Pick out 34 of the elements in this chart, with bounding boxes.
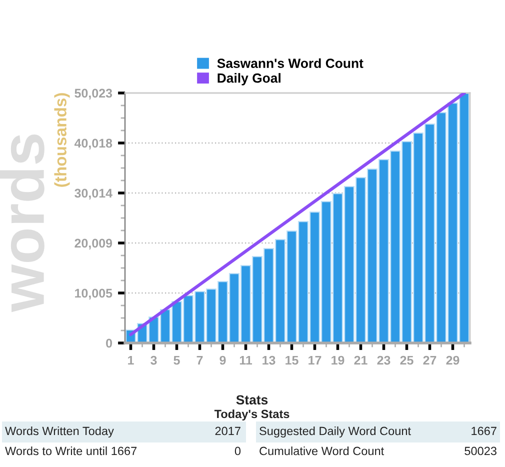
text: Words to Write until 1667 xyxy=(5,446,137,456)
y-tick-label: 0 xyxy=(106,338,112,348)
x-tick-label: 21 xyxy=(354,356,368,365)
x-tick-label: 3 xyxy=(150,356,157,365)
x-tick-label: 25 xyxy=(400,356,414,365)
text: 2017 xyxy=(215,426,240,436)
text: (thousands) xyxy=(54,93,70,187)
x-tick-label: 19 xyxy=(332,356,344,365)
x-tick-label: 1 xyxy=(128,356,134,365)
text: 50023 xyxy=(464,446,496,456)
text: 0 xyxy=(234,446,241,456)
text: Words Written Today xyxy=(5,426,114,438)
y-tick-label: 10,005 xyxy=(75,288,112,300)
y-tick-label: 20,009 xyxy=(74,238,112,250)
x-tick-label: 9 xyxy=(220,356,226,365)
x-tick-label: 15 xyxy=(286,356,298,365)
x-tick-label: 27 xyxy=(423,356,436,365)
legend-label: Daily Goal xyxy=(218,73,280,86)
text: 1667 xyxy=(472,426,496,436)
legend-label: Saswann's Word Count xyxy=(217,58,364,68)
x-tick-label: 7 xyxy=(196,356,203,365)
y-tick-label: 30,014 xyxy=(74,188,112,200)
text: Suggested Daily Word Count xyxy=(260,426,411,438)
text: Stats xyxy=(236,395,268,405)
text: Today's Stats xyxy=(214,409,290,421)
text: Cumulative Word Count xyxy=(260,446,384,456)
x-tick-label: 23 xyxy=(377,356,390,365)
x-tick-label: 29 xyxy=(446,356,460,365)
x-tick-label: 13 xyxy=(262,356,276,365)
y-tick-label: 40,018 xyxy=(74,138,112,150)
y-tick-label: 50,023 xyxy=(74,88,112,100)
x-tick-label: 11 xyxy=(240,356,252,365)
x-tick-label: 5 xyxy=(174,356,180,365)
x-tick-label: 17 xyxy=(308,356,322,365)
